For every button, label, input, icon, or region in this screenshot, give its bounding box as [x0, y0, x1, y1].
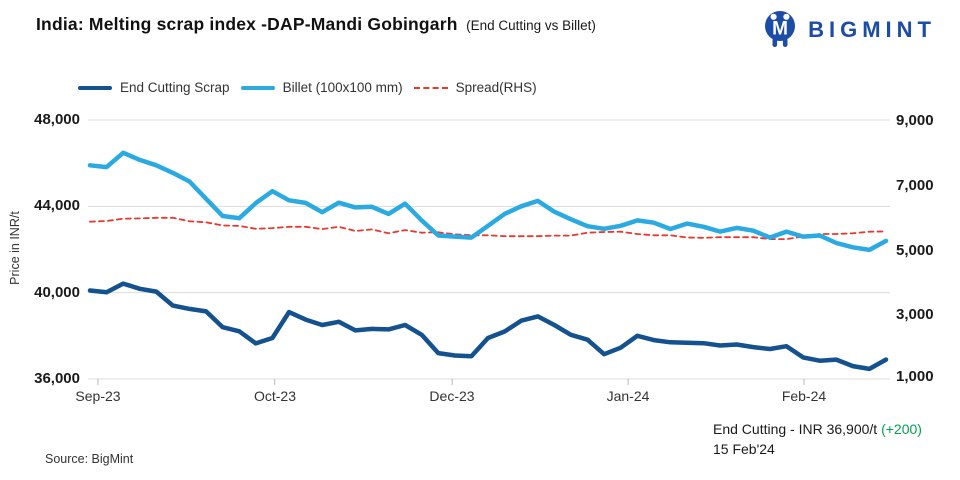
end-cutting-line-swatch	[78, 85, 112, 90]
chart-title: India: Melting scrap index -DAP-Mandi Go…	[36, 14, 458, 34]
page-title: India: Melting scrap index -DAP-Mandi Go…	[36, 14, 596, 35]
legend-label: Spread(RHS)	[455, 80, 537, 95]
y-right-tick: 9,000	[896, 112, 934, 129]
y-left-tick: 36,000	[34, 370, 80, 387]
legend: End Cutting Scrap Billet (100x100 mm) Sp…	[78, 80, 537, 95]
y-right-tick: 5,000	[896, 242, 934, 259]
latest-price-annotation: End Cutting - INR 36,900/t (+200) 15 Feb…	[713, 419, 922, 460]
x-tick: Dec-23	[429, 388, 475, 404]
spread-line-swatch	[413, 86, 448, 89]
y-left-tick: 40,000	[34, 284, 80, 301]
x-tick: Sep-23	[75, 388, 121, 404]
y-right-tick: 1,000	[896, 368, 934, 385]
source-note: Source: BigMint	[45, 452, 134, 466]
y-left-tick: 44,000	[34, 197, 80, 214]
svg-text:M: M	[772, 19, 788, 40]
x-tick: Jan-24	[606, 388, 650, 404]
series-line-spread-rhs[interactable]	[89, 216, 887, 241]
legend-item-billet[interactable]: Billet (100x100 mm)	[240, 80, 403, 95]
legend-item-spread[interactable]: Spread(RHS)	[413, 80, 537, 95]
series-line-billet-100x100-mm[interactable]	[87, 150, 889, 253]
latest-price-label: End Cutting - INR 36,900/t	[713, 421, 878, 437]
legend-label: Billet (100x100 mm)	[282, 80, 403, 95]
latest-price-date: 15 Feb'24	[713, 441, 775, 458]
bigmint-logo: M BIGMINT	[761, 10, 936, 50]
legend-item-end-cutting-scrap[interactable]: End Cutting Scrap	[78, 80, 230, 95]
legend-label: End Cutting Scrap	[120, 80, 230, 95]
bigmint-logo-icon: M	[765, 11, 796, 47]
y-left-tick: 48,000	[34, 111, 80, 128]
bigmint-logo-text: BIGMINT	[808, 17, 936, 42]
x-tick: Oct-23	[253, 388, 296, 404]
billet-line-swatch	[240, 85, 275, 90]
x-tick: Feb-24	[781, 388, 827, 404]
series-line-end-cutting-scrap[interactable]	[87, 281, 889, 372]
chart-subtitle: (End Cutting vs Billet)	[466, 18, 596, 33]
y-right-tick: 3,000	[896, 306, 934, 323]
price-change-badge: (+200)	[881, 421, 922, 437]
y-right-tick: 7,000	[896, 177, 934, 194]
